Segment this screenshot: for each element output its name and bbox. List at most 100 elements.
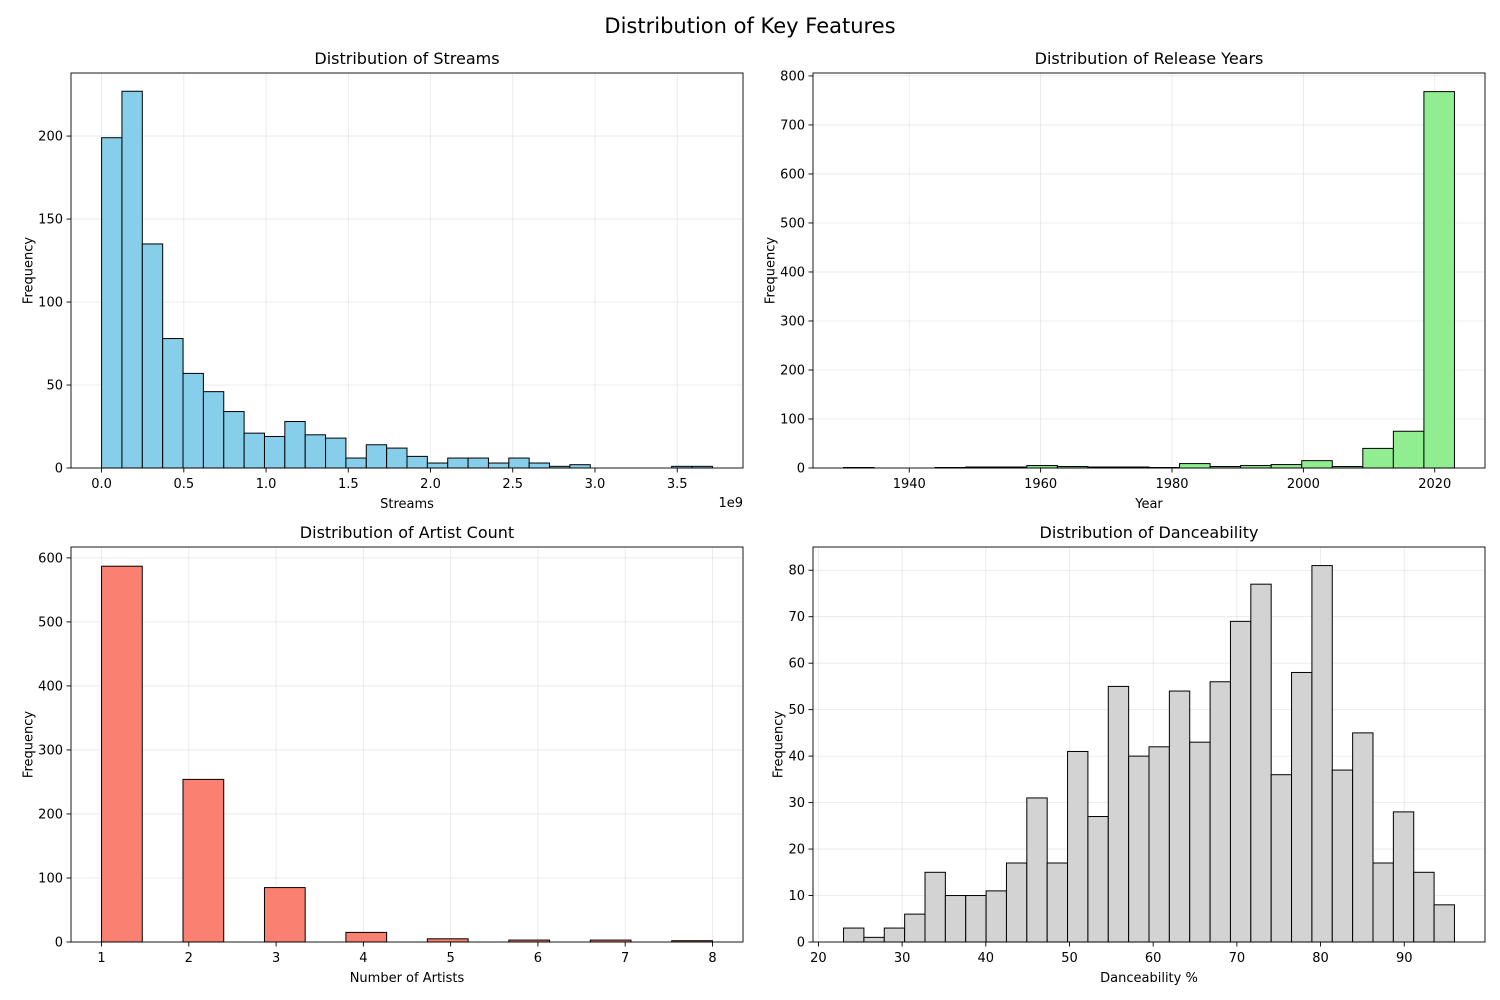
histogram-bar (101, 137, 123, 469)
histogram-bar (944, 895, 967, 943)
y-tick-label: 100 (38, 871, 63, 886)
x-tick-label: 1 (97, 951, 105, 966)
histogram-bar (1331, 769, 1354, 943)
axes-frame (70, 546, 744, 943)
y-tick-label: 500 (38, 615, 63, 630)
x-tick-label: 60 (1145, 951, 1162, 966)
histogram-bar (883, 927, 906, 943)
y-axis-label: Frequency (21, 237, 36, 304)
y-tick-label: 0 (797, 462, 805, 477)
histogram-bar (1209, 681, 1231, 943)
histogram-bar (843, 927, 865, 943)
histogram-bar (182, 778, 225, 943)
histogram-bar (1301, 460, 1333, 469)
x-axis-label: Number of Artists (350, 971, 465, 986)
x-tick-label: 1960 (1024, 477, 1057, 492)
y-tick-label: 600 (38, 551, 63, 566)
histogram-bar (1433, 904, 1455, 943)
y-axis-label: Frequency (21, 711, 36, 778)
histogram-bar (1413, 871, 1435, 943)
y-tick-label: 100 (780, 412, 805, 427)
histogram-bar (223, 411, 245, 469)
histogram-bar (263, 887, 306, 943)
y-tick-label: 150 (38, 213, 63, 228)
histogram-bar (1291, 671, 1313, 943)
x-tick-label: 2020 (1418, 477, 1451, 492)
subplot-title: Distribution of Release Years (1035, 49, 1264, 68)
histogram-bar (1372, 862, 1394, 943)
x-tick-label: 1980 (1155, 477, 1188, 492)
histogram-bar (569, 464, 591, 469)
histogram-bar (1392, 430, 1425, 469)
histogram-bar (1005, 862, 1028, 943)
histogram-bar (365, 444, 388, 469)
y-tick-label: 20 (788, 843, 805, 858)
x-tick-label: 2 (185, 951, 193, 966)
subplot-3: 1 2 3 4 5 6 7 8 0 100 200 300 400 500 600 Distribution … (21, 523, 744, 986)
x-tick-label: 1940 (893, 477, 926, 492)
y-tick-label: 400 (780, 265, 805, 280)
histogram-bar (924, 871, 946, 943)
x-tick-label: 8 (708, 951, 716, 966)
x-tick-label: 40 (978, 951, 995, 966)
histogram-bar (304, 434, 327, 469)
y-tick-label: 800 (780, 69, 805, 84)
histogram-bar (1392, 811, 1415, 943)
y-tick-label: 30 (788, 796, 805, 811)
x-tick-label: 3.0 (585, 477, 606, 492)
y-tick-label: 0 (797, 936, 805, 951)
histogram-bar (325, 437, 347, 469)
histogram-bar (386, 447, 408, 469)
histogram-bar (1352, 732, 1374, 943)
x-tick-label: 2000 (1287, 477, 1320, 492)
histogram-bar (1067, 750, 1089, 943)
histogram-bar (101, 565, 143, 943)
y-axis-label: Frequency (772, 711, 787, 778)
histogram-bar (426, 938, 469, 943)
histogram-bar (1229, 620, 1252, 943)
histogram-bar (1311, 565, 1333, 943)
axes-frame (812, 546, 1486, 943)
x-tick-label: 1.0 (256, 477, 277, 492)
subplot-4: 20 30 40 50 60 70 80 90 0 10 20 30 40 50 60 70 80 Distrib… (772, 523, 1486, 986)
x-offset-label: 1e9 (718, 496, 743, 511)
y-tick-label: 80 (788, 564, 805, 579)
x-tick-label: 5 (446, 951, 454, 966)
histogram-bar (528, 462, 551, 469)
histogram-bar (426, 462, 449, 469)
x-axis-label: Streams (380, 497, 434, 512)
histogram-bar (345, 457, 367, 469)
histogram-bar (447, 457, 469, 469)
y-axis-label: Frequency (763, 237, 778, 304)
y-tick-label: 10 (788, 889, 805, 904)
histogram-bar (1189, 741, 1211, 943)
histogram-bar (1423, 91, 1455, 469)
histogram-bar (1179, 463, 1211, 469)
histogram-bar (284, 421, 306, 469)
subplot-title: Distribution of Danceability (1040, 523, 1259, 542)
histogram-bar (345, 931, 388, 943)
histogram-bar (1128, 755, 1150, 943)
histogram-bar (467, 457, 489, 469)
histogram-bar (1250, 583, 1272, 943)
y-tick-label: 500 (780, 216, 805, 231)
x-tick-label: 4 (359, 951, 367, 966)
x-tick-label: 1.5 (338, 477, 359, 492)
histogram-bar (182, 372, 204, 469)
y-tick-label: 200 (780, 363, 805, 378)
histogram-bar (162, 338, 184, 469)
y-tick-label: 40 (788, 750, 805, 765)
x-tick-label: 6 (534, 951, 542, 966)
y-tick-label: 50 (788, 703, 805, 718)
histogram-bar (1270, 774, 1293, 943)
histogram-bar (1168, 690, 1191, 943)
axes-frame (812, 72, 1486, 469)
histogram-bar (904, 913, 926, 943)
histogram-bar (487, 462, 510, 469)
y-tick-label: 0 (55, 936, 63, 951)
histogram-bar (406, 455, 428, 469)
y-tick-label: 700 (780, 118, 805, 133)
y-tick-label: 70 (788, 610, 805, 625)
x-tick-label: 20 (810, 951, 827, 966)
